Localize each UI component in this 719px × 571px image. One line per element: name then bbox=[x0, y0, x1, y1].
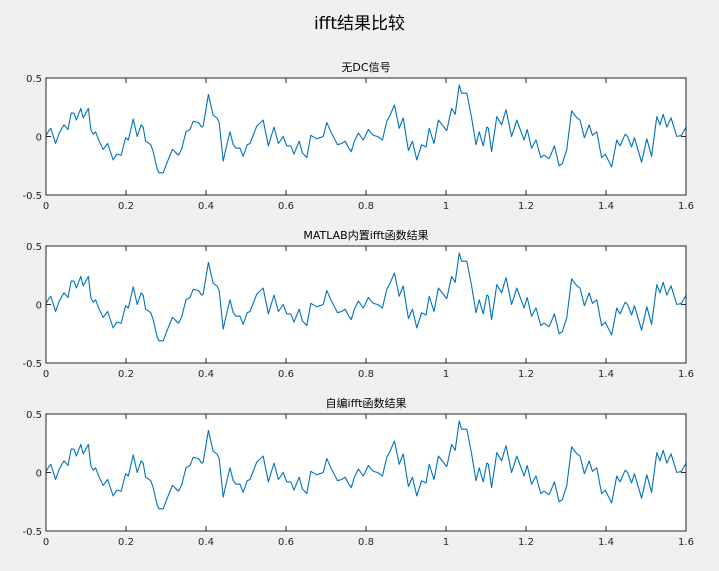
x-tick-label: 1.4 bbox=[598, 537, 614, 548]
y-tick-label: 0 bbox=[36, 469, 42, 480]
y-tick-label: -0.5 bbox=[22, 359, 42, 370]
x-tick-label: 0 bbox=[43, 201, 49, 212]
x-tick-label: 0.2 bbox=[118, 369, 134, 380]
y-tick-label: 0 bbox=[36, 301, 42, 312]
subplot-title: 无DC信号 bbox=[341, 61, 390, 74]
axes-background bbox=[46, 414, 686, 531]
y-tick-label: -0.5 bbox=[22, 527, 42, 538]
axes-background bbox=[46, 246, 686, 363]
x-tick-label: 1.6 bbox=[678, 201, 694, 212]
subplot-2: MATLAB内置ifft函数结果 0 0.2 0.4 0.6 0.8 1 1.2 1.4 1.6 -… bbox=[22, 228, 693, 380]
signal-line bbox=[46, 84, 686, 174]
subplot-title: 自编ifft函数结果 bbox=[326, 396, 407, 410]
x-tick-label: 0.4 bbox=[198, 537, 214, 548]
x-tick-label: 1 bbox=[443, 537, 449, 548]
y-tick-label: 0.5 bbox=[26, 242, 42, 253]
x-tick-label: 1.4 bbox=[598, 201, 614, 212]
signal-line bbox=[46, 252, 686, 342]
x-tick-label: 0.4 bbox=[198, 201, 214, 212]
y-tick-label: 0 bbox=[36, 133, 42, 144]
subplot-title: MATLAB内置ifft函数结果 bbox=[303, 228, 428, 242]
y-tick-label: -0.5 bbox=[22, 191, 42, 202]
x-tick-label: 0.4 bbox=[198, 369, 214, 380]
axes-background bbox=[46, 78, 686, 195]
x-tick-label: 0.8 bbox=[358, 537, 374, 548]
x-tick-label: 1.6 bbox=[678, 369, 694, 380]
x-tick-label: 1.2 bbox=[518, 369, 534, 380]
x-tick-label: 0.2 bbox=[118, 201, 134, 212]
x-tick-label: 0.8 bbox=[358, 369, 374, 380]
figure-title: ifft结果比较 bbox=[313, 14, 406, 34]
x-tick-label: 1 bbox=[443, 201, 449, 212]
x-tick-label: 0.6 bbox=[278, 537, 294, 548]
x-tick-label: 1.2 bbox=[518, 201, 534, 212]
x-tick-label: 1 bbox=[443, 369, 449, 380]
y-tick-label: 0.5 bbox=[26, 410, 42, 421]
x-tick-label: 0.6 bbox=[278, 201, 294, 212]
x-tick-label: 0 bbox=[43, 369, 49, 380]
x-tick-label: 0.6 bbox=[278, 369, 294, 380]
x-tick-label: 1.6 bbox=[678, 537, 694, 548]
x-tick-label: 0.8 bbox=[358, 201, 374, 212]
x-tick-label: 0 bbox=[43, 537, 49, 548]
signal-line bbox=[46, 420, 686, 510]
x-tick-label: 0.2 bbox=[118, 537, 134, 548]
x-tick-label: 1.2 bbox=[518, 537, 534, 548]
x-tick-label: 1.4 bbox=[598, 369, 614, 380]
y-tick-label: 0.5 bbox=[26, 74, 42, 85]
